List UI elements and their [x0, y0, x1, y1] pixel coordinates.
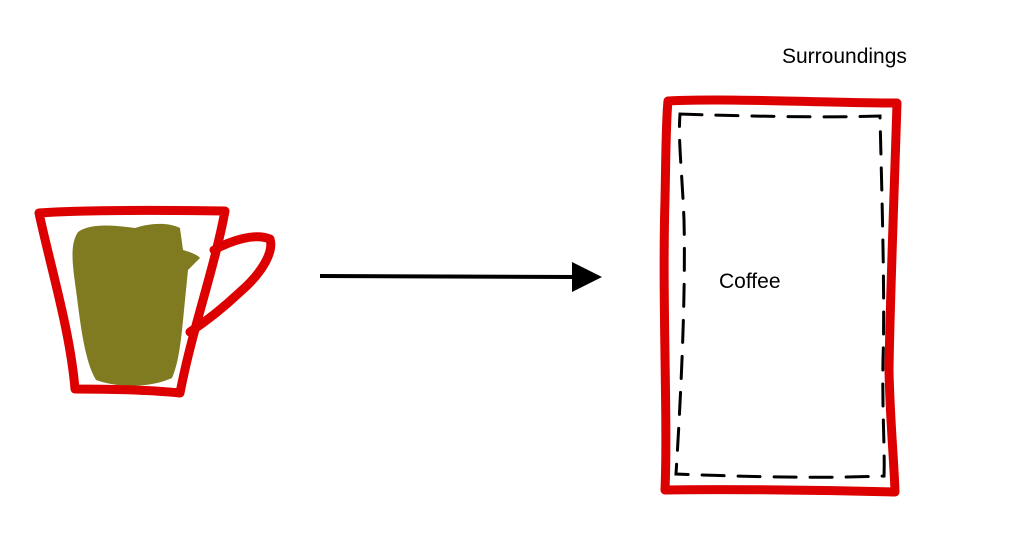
right-arrow-icon: [319, 262, 602, 292]
surroundings-label: Surroundings: [782, 45, 907, 68]
arrow-head: [572, 262, 602, 292]
cup-handle-outline: [185, 232, 276, 337]
coffee-cup-icon: [34, 205, 276, 398]
coffee-label: Coffee: [719, 270, 781, 293]
surroundings-boundary: [659, 95, 902, 497]
coffee-system-boundary: [674, 112, 886, 479]
cup-body-outline: [34, 205, 230, 398]
coffee-fill: [72, 223, 200, 386]
arrow-shaft: [319, 274, 575, 279]
